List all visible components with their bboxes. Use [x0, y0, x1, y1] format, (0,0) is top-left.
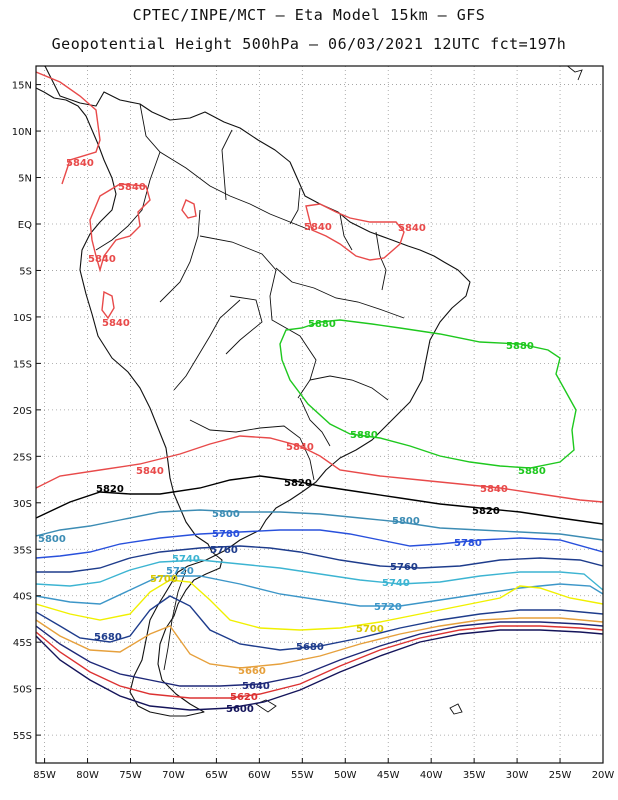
- contour-5640: [36, 621, 603, 687]
- lat-tick-label: 10N: [12, 127, 32, 138]
- label-5720-a: 5720: [166, 566, 194, 577]
- lon-tick-label: 55W: [291, 770, 314, 781]
- contour-5780: [36, 529, 603, 559]
- contour-5760: [36, 545, 603, 573]
- label-5680-a: 5680: [94, 632, 122, 643]
- lon-tick-label: 20W: [592, 770, 615, 781]
- label-5640: 5640: [242, 681, 270, 692]
- lon-tick-label: 45W: [377, 770, 400, 781]
- lon-tick-label: 50W: [334, 770, 357, 781]
- lat-tick-label: 25S: [13, 452, 32, 463]
- lat-tick-label: 30S: [13, 499, 32, 510]
- lon-tick-label: 60W: [248, 770, 271, 781]
- label-5840-f: 5840: [398, 223, 426, 234]
- label-5600: 5600: [226, 704, 254, 715]
- lon-tick-label: 80W: [76, 770, 99, 781]
- contour-5840-north: [36, 71, 101, 185]
- lon-tick-label: 25W: [549, 770, 572, 781]
- lat-tick-label: 45S: [13, 638, 32, 649]
- label-5820-a: 5820: [96, 484, 124, 495]
- label-5780-b: 5780: [454, 538, 482, 549]
- latitude-ticks: 15N 10N 5N EQ 5S 10S 15S 20S 25S 30S 35S 40S 45S 50S 5…: [12, 81, 41, 742]
- lat-tick-label: 5N: [18, 174, 32, 185]
- lon-tick-label: 65W: [205, 770, 228, 781]
- lon-tick-label: 30W: [506, 770, 529, 781]
- label-5780-a: 5780: [212, 529, 240, 540]
- contour-labels: 5880 5880 5880 5880 5840 5840 5840 5840 …: [38, 158, 546, 715]
- contour-5720: [36, 575, 603, 607]
- label-5880-d: 5880: [518, 466, 546, 477]
- label-5880-a: 5880: [308, 319, 336, 330]
- contour-5620: [36, 625, 603, 699]
- label-5840-c: 5840: [88, 254, 116, 265]
- lat-tick-label: 10S: [13, 313, 32, 324]
- lat-tick-label: 40S: [13, 592, 32, 603]
- contour-5740: [36, 559, 603, 591]
- label-5760-a: 5760: [210, 545, 238, 556]
- contour-5840-south: [36, 435, 603, 503]
- label-5740-b: 5740: [382, 578, 410, 589]
- longitude-ticks: 85W 80W 75W 70W 65W 60W 55W 50W 45W 40W 35W 30W 25W 2…: [33, 758, 614, 781]
- chart-title: CPTEC/INPE/MCT – Eta Model 15km – GFS: [132, 6, 486, 24]
- label-5840-b: 5840: [118, 182, 146, 193]
- lat-tick-label: 50S: [13, 685, 32, 696]
- lat-tick-label: 55S: [13, 731, 32, 742]
- contour-5680: [36, 595, 603, 651]
- label-5800-b: 5800: [212, 509, 240, 520]
- contour-5660: [36, 617, 603, 669]
- contour-5840-peru: [101, 290, 115, 320]
- label-5800-c: 5800: [392, 516, 420, 527]
- gridlines: [36, 66, 604, 763]
- label-5840-i: 5840: [480, 484, 508, 495]
- label-5840-d: 5840: [102, 318, 130, 329]
- label-5840-a: 5840: [66, 158, 94, 169]
- lat-tick-label: EQ: [18, 220, 32, 231]
- label-5680-b: 5680: [296, 642, 324, 653]
- lon-tick-label: 40W: [420, 770, 443, 781]
- label-5840-h: 5840: [136, 466, 164, 477]
- contour-5600: [36, 629, 603, 711]
- lon-tick-label: 35W: [463, 770, 486, 781]
- contour-5840-guiana: [305, 203, 405, 261]
- lat-tick-label: 20S: [13, 406, 32, 417]
- label-5740-a: 5740: [172, 554, 200, 565]
- contour-5840-blip: [181, 199, 197, 219]
- label-5700-a: 5700: [150, 574, 178, 585]
- label-5760-b: 5760: [390, 562, 418, 573]
- label-5720-b: 5720: [374, 602, 402, 613]
- label-5880-c: 5880: [350, 430, 378, 441]
- label-5700-b: 5700: [356, 624, 384, 635]
- contour-5800: [36, 509, 603, 541]
- label-5820-b: 5820: [284, 478, 312, 489]
- label-5840-e: 5840: [304, 222, 332, 233]
- contour-5880: [279, 319, 577, 469]
- lon-tick-label: 75W: [119, 770, 142, 781]
- contour-5840-amazon: [89, 183, 151, 273]
- map-frame: [35, 65, 604, 764]
- contour-5820: [36, 475, 603, 525]
- chart-subtitle: Geopotential Height 500hPa – 06/03/2021 …: [51, 35, 567, 53]
- country-borders: [95, 103, 405, 671]
- label-5620: 5620: [230, 692, 258, 703]
- label-5820-c: 5820: [472, 506, 500, 517]
- lon-tick-label: 70W: [162, 770, 185, 781]
- label-5660: 5660: [238, 666, 266, 677]
- lon-tick-label: 85W: [33, 770, 56, 781]
- lat-tick-label: 15S: [13, 359, 32, 370]
- lat-tick-label: 15N: [12, 81, 32, 92]
- label-5800-a: 5800: [38, 534, 66, 545]
- contour-5700: [36, 579, 603, 631]
- lat-tick-label: 35S: [13, 545, 32, 556]
- south-america-coastline: [36, 66, 471, 717]
- lat-tick-label: 5S: [19, 266, 32, 277]
- label-5880-b: 5880: [506, 341, 534, 352]
- label-5840-g: 5840: [286, 442, 314, 453]
